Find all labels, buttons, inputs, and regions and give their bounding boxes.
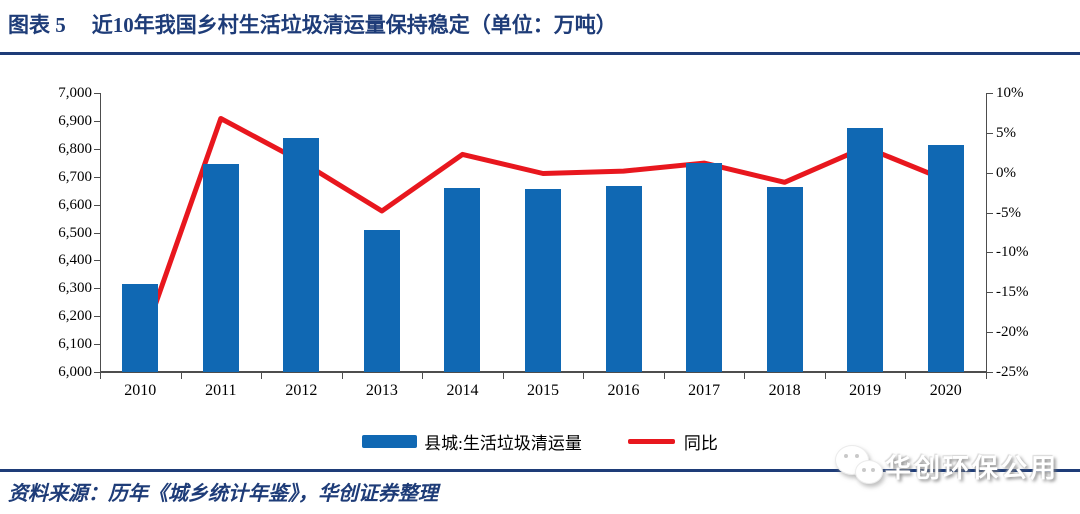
y-right-tick <box>987 212 993 214</box>
x-tick-label: 2014 <box>446 382 479 399</box>
x-axis-tick <box>824 373 826 379</box>
y-right-tick <box>987 93 993 94</box>
bar-2010 <box>122 283 159 372</box>
figure-label: 图表 5 <box>8 13 66 37</box>
y-left-tick-label: 6,400 <box>58 252 92 269</box>
x-axis-tick <box>663 373 665 379</box>
y-left-tick <box>94 344 100 346</box>
y-left-tick-label: 6,000 <box>58 364 92 380</box>
y-left-tick <box>94 260 100 262</box>
x-axis-tick <box>744 373 746 379</box>
x-tick-label: 2012 <box>285 382 318 399</box>
legend-line-swatch <box>627 439 675 444</box>
y-left-tick-label: 6,600 <box>58 196 92 213</box>
y-left-tick <box>94 372 100 373</box>
x-tick-label: 2017 <box>688 382 721 399</box>
figure-header: 图表 5 近10年我国乡村生活垃圾清运量保持稳定（单位：万吨） <box>8 9 617 39</box>
y-right-tick <box>987 292 993 294</box>
figure-title: 近10年我国乡村生活垃圾清运量保持稳定（单位：万吨） <box>91 13 617 37</box>
x-axis-tick <box>905 373 907 379</box>
y-left-tick-label: 6,800 <box>58 140 92 157</box>
y-right-tick-label: 10% <box>996 85 1024 101</box>
x-axis-tick <box>261 373 263 379</box>
bar-2012 <box>283 138 320 372</box>
y-left-tick <box>94 316 100 318</box>
bar-2019 <box>847 127 884 372</box>
x-axis-tick <box>583 373 585 379</box>
x-tick-label: 2013 <box>365 382 398 399</box>
y-left-tick <box>94 120 100 122</box>
y-right-tick <box>987 252 993 254</box>
x-tick-label: 2020 <box>929 382 962 399</box>
x-tick-label: 2019 <box>849 382 882 399</box>
x-axis-tick <box>341 373 343 379</box>
bar-2017 <box>686 163 723 372</box>
x-axis-tick <box>986 373 987 379</box>
bubble-eye <box>871 468 875 472</box>
x-axis-tick <box>100 373 101 379</box>
y-right-tick <box>987 372 993 373</box>
x-tick-label: 2015 <box>527 382 559 399</box>
left-y-axis <box>100 93 101 372</box>
y-right-tick-label: -25% <box>996 364 1029 380</box>
y-right-tick-label: -20% <box>996 324 1029 341</box>
title-divider <box>0 52 1080 55</box>
bubble-eye <box>862 468 866 472</box>
bar-2013 <box>363 229 400 372</box>
y-left-tick <box>94 232 100 234</box>
bar-2015 <box>525 188 561 372</box>
y-left-tick <box>94 176 100 178</box>
y-right-tick <box>987 132 993 134</box>
x-axis-tick <box>502 373 504 379</box>
x-axis-tick <box>422 373 424 379</box>
wechat-bubbles-icon <box>833 442 885 490</box>
x-tick-label: 2016 <box>607 382 640 399</box>
y-right-tick-label: 0% <box>996 164 1016 181</box>
legend-bar-label: 县城:生活垃圾清运量 <box>424 434 582 453</box>
y-right-tick-label: -10% <box>996 244 1029 261</box>
bar-2014 <box>444 187 481 372</box>
x-axis <box>100 371 987 373</box>
y-right-tick-label: -15% <box>996 284 1029 301</box>
source-note: 资料来源：历年《城乡统计年鉴》，华创证券整理 <box>8 483 438 505</box>
y-left-tick <box>94 148 100 150</box>
y-right-tick-label: 5% <box>996 124 1016 141</box>
footer-divider <box>0 469 1080 472</box>
watermark-text: 华创环保公用 <box>885 452 1060 483</box>
bubble-eye <box>844 454 848 458</box>
bar-2016 <box>605 186 642 372</box>
x-tick-label: 2018 <box>768 382 801 399</box>
chat-bubble-small <box>855 460 883 484</box>
legend-bar-swatch <box>362 435 418 448</box>
y-right-tick <box>987 172 993 174</box>
watermark: 华创环保公用 <box>833 442 1059 490</box>
bar-2011 <box>202 164 239 372</box>
y-left-tick <box>94 204 100 206</box>
y-left-tick-label: 6,300 <box>58 280 92 297</box>
bar-2018 <box>766 186 803 372</box>
y-left-tick-label: 7,000 <box>58 85 92 101</box>
bubble-eye <box>855 454 859 458</box>
x-tick-label: 2011 <box>205 382 237 399</box>
y-left-tick <box>94 93 100 94</box>
y-left-tick-label: 6,700 <box>58 168 92 185</box>
bar-2020 <box>927 145 964 372</box>
legend-line-label: 同比 <box>683 434 718 453</box>
y-left-tick-label: 6,100 <box>58 336 92 353</box>
y-left-tick-label: 6,900 <box>58 112 92 129</box>
x-axis-tick <box>180 373 182 379</box>
y-right-tick <box>987 332 993 334</box>
y-left-tick-label: 6,200 <box>58 308 92 325</box>
x-tick-label: 2010 <box>124 382 157 399</box>
y-right-tick-label: -5% <box>996 204 1021 221</box>
right-y-axis <box>986 93 987 372</box>
y-left-tick <box>94 288 100 290</box>
y-left-tick-label: 6,500 <box>58 224 92 241</box>
chart-legend: 县城:生活垃圾清运量 同比 <box>0 429 1080 454</box>
